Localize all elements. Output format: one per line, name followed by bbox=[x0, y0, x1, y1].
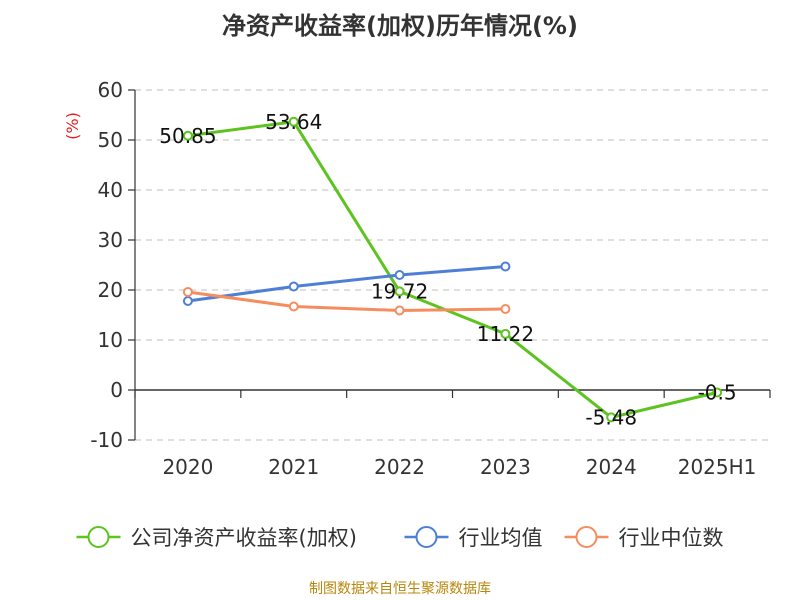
axes: -10 0 10 20 30 40 50 60 2020 2021 2022 2023 2024 2025… bbox=[63, 78, 771, 479]
y-tick-label: -10 bbox=[90, 428, 123, 452]
data-point bbox=[394, 286, 405, 297]
y-tick-label: 10 bbox=[98, 328, 123, 352]
legend-label: 公司净资产收益率(加权) bbox=[131, 526, 357, 550]
data-point bbox=[606, 412, 617, 423]
y-tick-label: 0 bbox=[110, 378, 123, 402]
y-tick-label: 30 bbox=[98, 228, 123, 252]
series-line-2 bbox=[187, 290, 506, 312]
data-point bbox=[182, 130, 193, 141]
x-tick-label: 2023 bbox=[480, 455, 531, 479]
x-tick-label: 2021 bbox=[268, 455, 319, 479]
x-tick-label: 2020 bbox=[162, 455, 213, 479]
grid-lines bbox=[135, 89, 770, 441]
legend-item-2: 行业中位数 bbox=[564, 526, 724, 550]
data-label: -5.48 bbox=[585, 405, 637, 429]
legend-marker-icon bbox=[575, 526, 598, 548]
y-tick-label: 60 bbox=[98, 78, 123, 102]
data-point bbox=[500, 304, 511, 314]
x-tick-label: 2024 bbox=[586, 455, 637, 479]
data-label: 53.64 bbox=[265, 110, 322, 134]
series-lines bbox=[182, 116, 723, 423]
y-tick-label: 40 bbox=[98, 178, 123, 202]
source-note: 制图数据来自恒生聚源数据库 bbox=[309, 581, 491, 597]
legend-item-1: 行业均值 bbox=[404, 526, 543, 550]
series-line-0 bbox=[187, 120, 718, 419]
data-point bbox=[182, 296, 193, 306]
chart-title: 净资产收益率(加权)历年情况(%) bbox=[222, 12, 578, 40]
data-point bbox=[712, 387, 723, 398]
legend-marker-icon bbox=[415, 526, 438, 548]
data-label: -0.5 bbox=[698, 381, 737, 405]
y-tick-label: 20 bbox=[98, 278, 123, 302]
data-point bbox=[288, 281, 299, 292]
legend: 公司净资产收益率(加权) 行业均值 行业中位数 bbox=[76, 526, 724, 550]
x-tick-label: 2025H1 bbox=[678, 455, 757, 479]
y-axis-label: (%) bbox=[63, 112, 82, 140]
data-point bbox=[500, 328, 511, 339]
series-line-1 bbox=[187, 265, 506, 303]
data-point bbox=[182, 287, 193, 297]
data-point bbox=[394, 305, 405, 316]
data-label: 11.22 bbox=[477, 322, 534, 346]
legend-marker-icon bbox=[87, 526, 110, 548]
data-point bbox=[394, 270, 405, 280]
y-tick-label: 50 bbox=[98, 128, 123, 152]
legend-item-0: 公司净资产收益率(加权) bbox=[76, 526, 357, 550]
data-point bbox=[288, 116, 299, 127]
data-labels: 50.85 53.64 19.72 11.22 -5.48 -0.5 bbox=[159, 110, 736, 430]
legend-label: 行业中位数 bbox=[619, 526, 724, 550]
data-point bbox=[288, 301, 299, 312]
x-tick-label: 2022 bbox=[374, 455, 425, 479]
data-point bbox=[500, 261, 511, 272]
legend-label: 行业均值 bbox=[459, 526, 543, 550]
data-label: 50.85 bbox=[159, 124, 216, 148]
data-label: 19.72 bbox=[371, 279, 428, 303]
